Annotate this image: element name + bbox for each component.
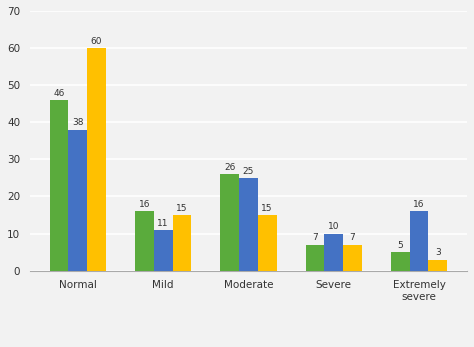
Text: 15: 15 <box>176 204 188 213</box>
Bar <box>410 211 428 271</box>
Bar <box>220 174 239 271</box>
Bar <box>391 252 410 271</box>
Bar <box>428 260 447 271</box>
Text: 15: 15 <box>262 204 273 213</box>
Text: 7: 7 <box>312 234 318 243</box>
Bar <box>68 130 87 271</box>
Bar <box>135 211 154 271</box>
Text: 26: 26 <box>224 163 236 172</box>
Text: 11: 11 <box>157 219 169 228</box>
Text: 5: 5 <box>397 241 403 250</box>
Text: 46: 46 <box>54 89 65 98</box>
Bar <box>324 234 343 271</box>
Text: 7: 7 <box>350 234 356 243</box>
Bar <box>50 100 68 271</box>
Text: 16: 16 <box>138 200 150 209</box>
Bar <box>343 245 362 271</box>
Bar <box>173 215 191 271</box>
Text: 60: 60 <box>91 37 102 46</box>
Bar <box>258 215 276 271</box>
Text: 10: 10 <box>328 222 339 231</box>
Text: 38: 38 <box>72 118 83 127</box>
Text: 25: 25 <box>243 167 254 176</box>
Bar <box>306 245 324 271</box>
Bar <box>239 178 258 271</box>
Bar <box>87 48 106 271</box>
Text: 16: 16 <box>413 200 425 209</box>
Text: 3: 3 <box>435 248 441 257</box>
Bar <box>154 230 173 271</box>
